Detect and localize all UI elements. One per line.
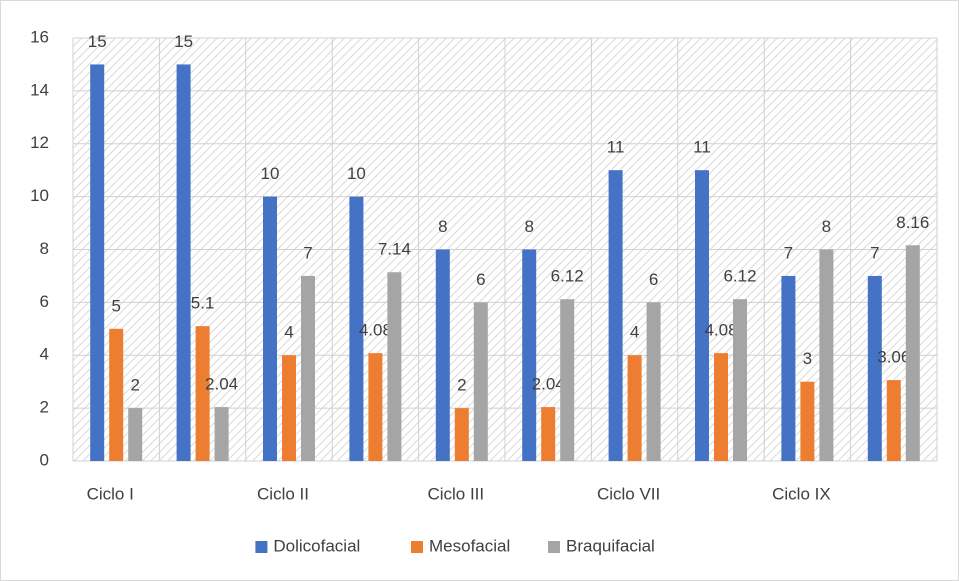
y-tick-label: 8 (40, 239, 49, 258)
data-label: 3.06 (877, 348, 910, 367)
data-label: 6.12 (723, 267, 756, 286)
legend-swatch (411, 541, 423, 553)
bar (886, 380, 901, 461)
data-label: 10 (347, 164, 366, 183)
bar (714, 353, 728, 461)
y-tick-label: 6 (40, 292, 49, 311)
bar (176, 64, 191, 461)
data-label: 11 (607, 138, 625, 157)
bar (781, 275, 796, 461)
bar (695, 170, 709, 461)
bar (800, 381, 815, 461)
y-tick-label: 10 (30, 186, 49, 205)
data-label: 8 (438, 217, 447, 236)
x-tick-label: Ciclo VII (597, 484, 660, 503)
x-tick-label: Ciclo II (257, 484, 309, 503)
bar (301, 275, 315, 461)
bar (195, 326, 210, 461)
y-tick-label: 14 (30, 80, 49, 99)
data-label: 6 (649, 270, 658, 289)
legend-label: Dolicofacial (273, 536, 360, 555)
bar (109, 328, 124, 461)
bar (733, 299, 747, 461)
data-label: 4 (630, 323, 639, 342)
bar (349, 196, 364, 461)
bar (819, 249, 834, 461)
data-label: 5 (111, 296, 120, 315)
data-label: 11 (693, 138, 711, 157)
data-label: 10 (261, 164, 280, 183)
data-label: 4.08 (359, 321, 392, 340)
data-label: 4.08 (704, 321, 737, 340)
bar (90, 64, 105, 461)
y-tick-label: 0 (40, 450, 49, 469)
bar (608, 170, 623, 461)
data-label: 8 (822, 217, 831, 236)
data-label: 7 (784, 243, 793, 262)
y-tick-label: 16 (30, 27, 49, 46)
bar (473, 302, 488, 461)
bar (627, 355, 642, 461)
bar (128, 408, 143, 461)
data-label: 6.12 (551, 267, 584, 286)
bar (282, 355, 296, 461)
y-tick-label: 4 (40, 345, 49, 364)
data-label: 8.16 (896, 213, 929, 232)
data-label: 2 (457, 376, 466, 395)
data-label: 2 (130, 376, 139, 395)
bar (387, 272, 402, 461)
data-label: 4 (284, 323, 293, 342)
data-label: 2.04 (205, 375, 238, 394)
data-label: 3 (803, 349, 812, 368)
data-label: 2.04 (532, 375, 565, 394)
data-label: 7.14 (378, 240, 411, 259)
x-tick-label: Ciclo III (427, 484, 484, 503)
x-tick-label: Ciclo IX (772, 484, 831, 503)
bar (454, 408, 469, 461)
bar (435, 249, 450, 461)
bar (541, 407, 556, 461)
bar (867, 275, 882, 461)
data-label: 7 (870, 243, 879, 262)
x-tick-label: Ciclo I (87, 484, 134, 503)
bar (560, 299, 575, 461)
bar (368, 353, 383, 461)
y-tick-label: 2 (40, 398, 49, 417)
data-label: 15 (174, 32, 193, 51)
y-tick-label: 12 (30, 133, 49, 152)
data-label: 5.1 (191, 294, 215, 313)
bar (522, 249, 537, 461)
bar (214, 407, 229, 461)
bar (263, 196, 277, 461)
bar (646, 302, 661, 461)
legend-swatch (255, 541, 268, 553)
legend-swatch (548, 541, 560, 553)
bar (905, 245, 920, 461)
data-label: 8 (524, 217, 533, 236)
data-label: 15 (88, 32, 107, 51)
legend-label: Mesofacial (429, 536, 510, 555)
data-label: 6 (476, 270, 485, 289)
legend-label: Braquifacial (566, 536, 655, 555)
data-label: 7 (303, 243, 312, 262)
